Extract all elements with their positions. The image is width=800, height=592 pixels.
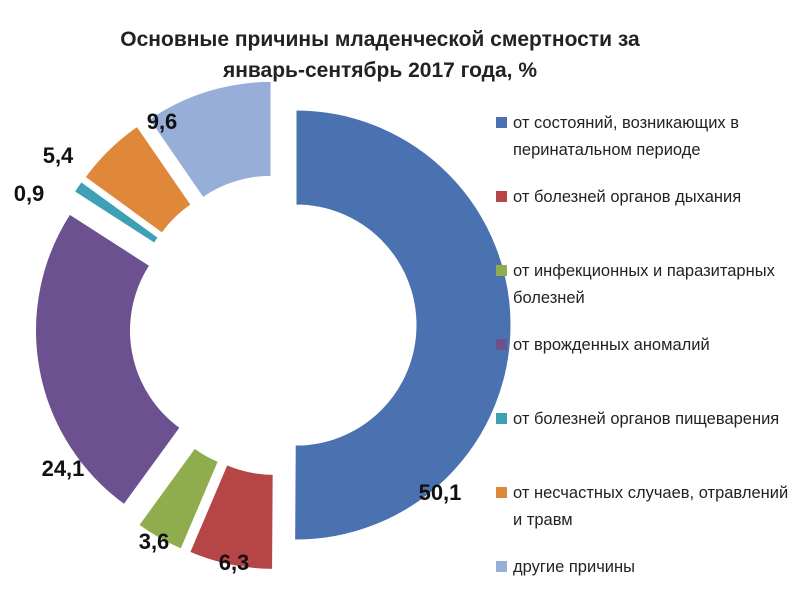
legend-label: от болезней органов пищеварения xyxy=(513,410,780,428)
legend-label: от болезней органов дыхания xyxy=(513,188,742,206)
legend: от состояний, возникающих в перинатально… xyxy=(496,110,796,590)
legend-label: от несчастных случаев, отравлений и трав… xyxy=(513,484,789,529)
legend-swatch xyxy=(496,487,507,498)
data-label-accidents: 5,4 xyxy=(43,143,74,168)
legend-label: от инфекционных и паразитарных болезней xyxy=(513,262,775,307)
data-label-infectious: 3,6 xyxy=(139,529,170,554)
legend-swatch xyxy=(496,339,507,350)
legend-swatch xyxy=(496,191,507,202)
slice-accidents xyxy=(84,125,192,234)
chart-title: Основные причины младенческой смертности… xyxy=(120,28,640,82)
slice-congenital xyxy=(35,213,181,506)
data-label-digestive: 0,9 xyxy=(14,181,45,206)
legend-swatch xyxy=(496,265,507,276)
data-label-respiratory: 6,3 xyxy=(219,550,250,575)
donut-slices xyxy=(35,80,512,570)
slice-infectious xyxy=(138,447,219,550)
slice-respiratory xyxy=(189,464,274,570)
legend-swatch xyxy=(496,413,507,424)
legend-label: от состояний, возникающих в перинатально… xyxy=(513,114,740,159)
legend-label: другие причины xyxy=(513,558,635,576)
legend-swatch xyxy=(496,561,507,572)
data-label-congenital: 24,1 xyxy=(42,456,85,481)
slice-other xyxy=(148,80,272,199)
slice-perinatal xyxy=(294,109,512,541)
data-label-perinatal: 50,1 xyxy=(419,480,462,505)
data-labels: 50,1 6,3 3,6 24,1 0,9 5,4 9,6 xyxy=(14,109,462,575)
data-label-other: 9,6 xyxy=(147,109,178,134)
legend-swatch xyxy=(496,117,507,128)
legend-label: от врожденных аномалий xyxy=(513,336,710,354)
slice-digestive xyxy=(73,180,159,244)
